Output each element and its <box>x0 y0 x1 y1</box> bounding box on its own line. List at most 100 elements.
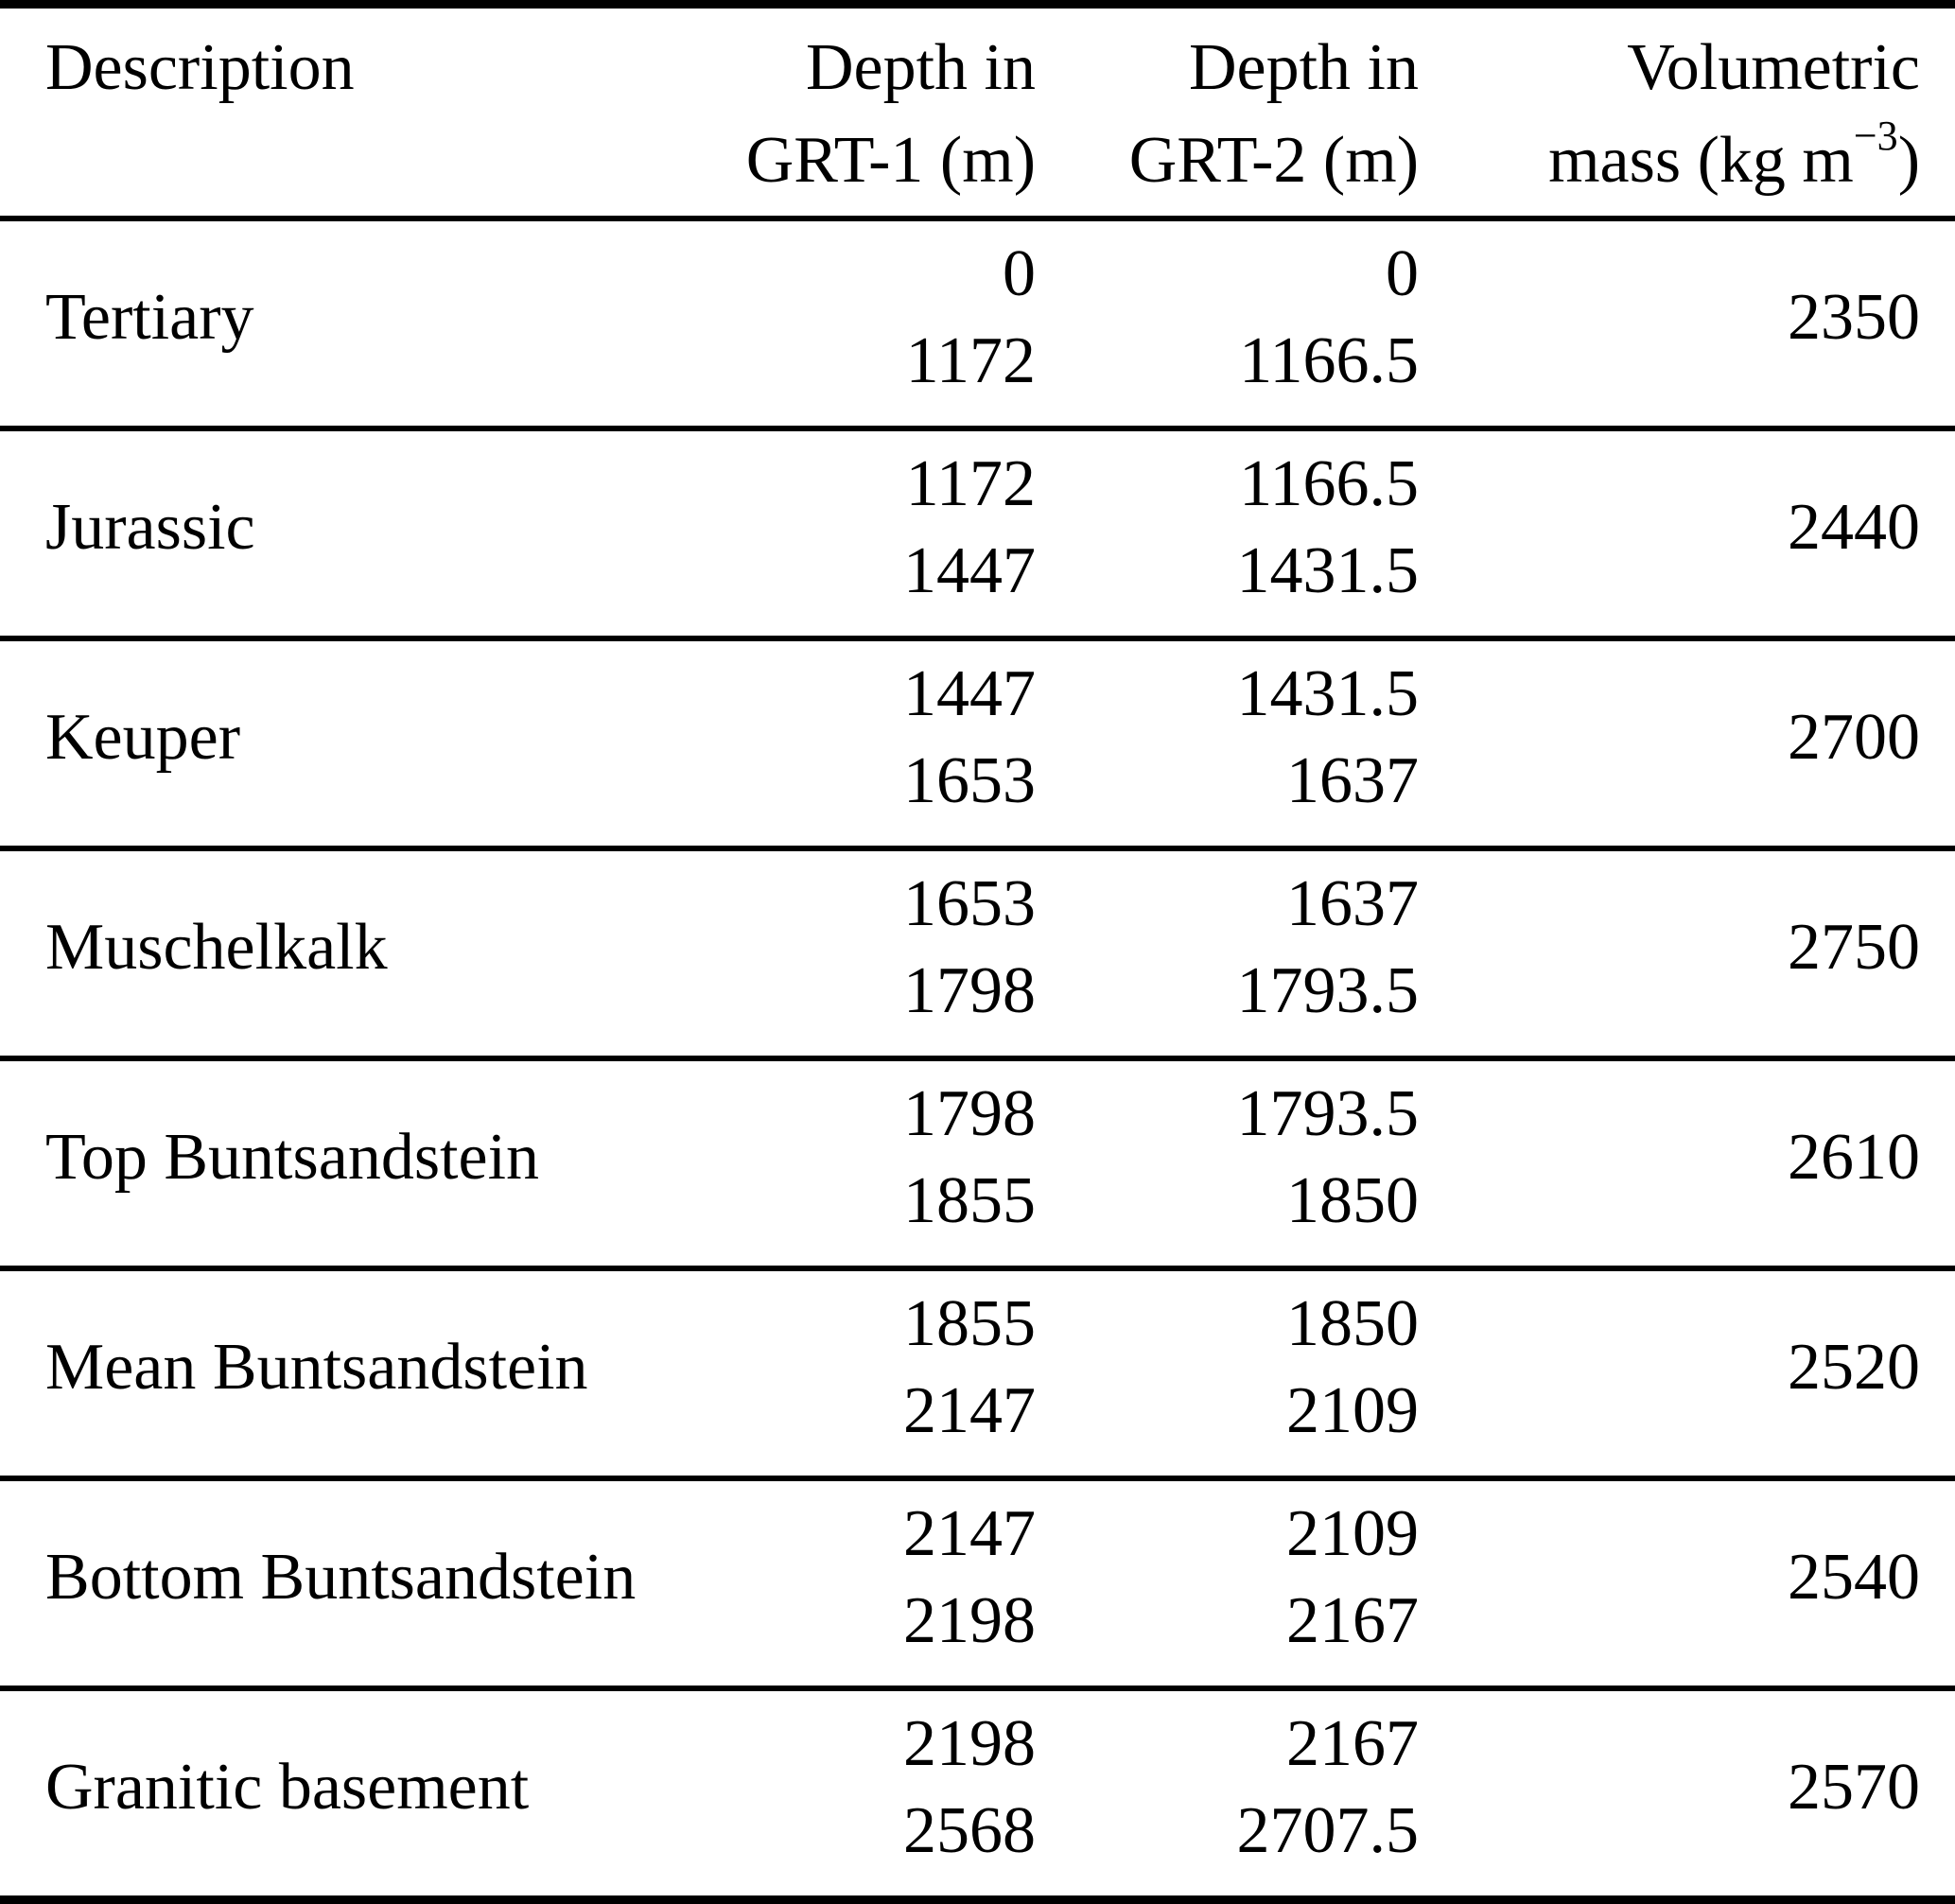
table-row: Bottom Buntsandstein 2147 2198 2109 2167 2540 <box>0 1481 1955 1691</box>
grt1-depth-top: 1653 <box>903 867 1036 940</box>
grt2-depth-bottom: 2109 <box>1286 1374 1419 1447</box>
column-header-grt1-line1: Depth in <box>805 31 1036 104</box>
grt1-depth-top: 1855 <box>903 1287 1036 1360</box>
column-header-description: Description <box>0 9 643 216</box>
table-body: Tertiary 0 1172 0 1166.5 2350 Jurassic 1172 1447… <box>0 221 1955 1895</box>
mass-cell: 2610 <box>1419 1061 1955 1266</box>
table-row: Keuper 1447 1653 1431.5 1637 2700 <box>0 641 1955 851</box>
mass-value: 2610 <box>1788 1121 1920 1194</box>
grt2-depth-bottom: 1166.5 <box>1239 324 1419 397</box>
grt2-depth-cell: 2167 2707.5 <box>1036 1691 1420 1895</box>
grt2-depth-bottom: 2707.5 <box>1236 1794 1420 1867</box>
grt2-depth-bottom: 1637 <box>1286 744 1419 817</box>
grt2-depth-top: 1850 <box>1286 1287 1419 1360</box>
grt1-depth-cell: 1855 2147 <box>643 1271 1036 1476</box>
table-row: Mean Buntsandstein 1855 2147 1850 2109 2520 <box>0 1271 1955 1481</box>
table-row: Muschelkalk 1653 1798 1637 1793.5 2750 <box>0 851 1955 1061</box>
grt2-depth-bottom: 2167 <box>1286 1584 1419 1657</box>
grt1-depth-bottom: 1172 <box>905 324 1036 397</box>
row-description-cell: Tertiary <box>0 221 643 426</box>
row-description-cell: Top Buntsandstein <box>0 1061 643 1266</box>
grt1-depth-cell: 1653 1798 <box>643 851 1036 1056</box>
row-description-cell: Muschelkalk <box>0 851 643 1056</box>
grt2-depth-top: 1166.5 <box>1239 447 1419 520</box>
row-description-cell: Granitic basement <box>0 1691 643 1895</box>
mass-value: 2350 <box>1788 281 1920 354</box>
grt2-depth-bottom: 1850 <box>1286 1164 1419 1237</box>
mass-value: 2700 <box>1788 701 1920 774</box>
stratum-label: Tertiary <box>45 281 254 354</box>
grt1-depth-top: 2198 <box>903 1707 1036 1780</box>
column-header-grt2-line1: Depth in <box>1188 31 1419 104</box>
grt2-depth-cell: 1793.5 1850 <box>1036 1061 1420 1266</box>
grt1-depth-cell: 1798 1855 <box>643 1061 1036 1266</box>
stratum-label: Muschelkalk <box>45 911 388 984</box>
grt1-depth-top: 1172 <box>905 447 1036 520</box>
grt2-depth-top: 1431.5 <box>1236 657 1420 730</box>
mass-value: 2750 <box>1788 911 1920 984</box>
grt2-depth-bottom: 1793.5 <box>1236 954 1420 1027</box>
table-row: Top Buntsandstein 1798 1855 1793.5 1850 2610 <box>0 1061 1955 1271</box>
table-row: Granitic basement 2198 2568 2167 2707.5 2570 <box>0 1691 1955 1895</box>
column-header-grt2-depth: Depth in GRT-2 (m) <box>1036 9 1419 216</box>
grt1-depth-cell: 1447 1653 <box>643 641 1036 846</box>
mass-cell: 2540 <box>1419 1481 1955 1686</box>
grt1-depth-cell: 2198 2568 <box>643 1691 1036 1895</box>
grt2-depth-top: 1637 <box>1286 867 1419 940</box>
grt2-depth-top: 1793.5 <box>1236 1077 1420 1150</box>
column-header-mass-line2: mass (kg m−3) <box>1548 114 1920 207</box>
grt1-depth-top: 1798 <box>903 1077 1036 1150</box>
grt2-depth-cell: 1431.5 1637 <box>1036 641 1420 846</box>
stratum-label: Bottom Buntsandstein <box>45 1541 637 1614</box>
mass-unit-prefix: mass (kg m <box>1548 124 1854 197</box>
mass-value: 2440 <box>1788 491 1920 564</box>
grt1-depth-bottom: 2147 <box>903 1374 1036 1447</box>
mass-value: 2570 <box>1788 1751 1920 1824</box>
stratum-label: Top Buntsandstein <box>45 1121 540 1194</box>
grt1-depth-bottom: 1855 <box>903 1164 1036 1237</box>
grt2-depth-bottom: 1431.5 <box>1236 534 1420 607</box>
grt1-depth-cell: 1172 1447 <box>643 431 1036 636</box>
mass-cell: 2570 <box>1419 1691 1955 1895</box>
mass-value: 2520 <box>1788 1331 1920 1404</box>
grt2-depth-cell: 1637 1793.5 <box>1036 851 1420 1056</box>
mass-cell: 2750 <box>1419 851 1955 1056</box>
grt1-depth-top: 2147 <box>903 1497 1036 1570</box>
grt2-depth-cell: 1850 2109 <box>1036 1271 1419 1476</box>
grt2-depth-top: 0 <box>1386 237 1419 310</box>
grt2-depth-cell: 1166.5 1431.5 <box>1036 431 1420 636</box>
column-header-description-label: Description <box>45 31 355 104</box>
grt1-depth-bottom: 1653 <box>903 744 1036 817</box>
row-description-cell: Mean Buntsandstein <box>0 1271 643 1476</box>
table-header-row: Description Depth in GRT-1 (m) Depth in … <box>0 9 1955 221</box>
grt2-depth-cell: 0 1166.5 <box>1036 221 1419 426</box>
grt1-depth-bottom: 1447 <box>903 534 1036 607</box>
column-header-grt1-depth: Depth in GRT-1 (m) <box>643 9 1036 216</box>
table-row: Tertiary 0 1172 0 1166.5 2350 <box>0 221 1955 431</box>
mass-cell: 2350 <box>1419 221 1955 426</box>
column-header-volumetric-mass: Volumetric mass (kg m−3) <box>1419 9 1955 216</box>
grt1-depth-cell: 0 1172 <box>643 221 1036 426</box>
column-header-grt2-line2: GRT-2 (m) <box>1128 124 1419 197</box>
mass-cell: 2700 <box>1419 641 1955 846</box>
mass-unit-exponent: −3 <box>1853 113 1898 159</box>
grt1-depth-bottom: 1798 <box>903 954 1036 1027</box>
column-header-mass-line1: Volumetric <box>1627 31 1920 104</box>
table-row: Jurassic 1172 1447 1166.5 1431.5 2440 <box>0 431 1955 641</box>
row-description-cell: Keuper <box>0 641 643 846</box>
grt2-depth-top: 2109 <box>1286 1497 1419 1570</box>
grt1-depth-top: 1447 <box>903 657 1036 730</box>
mass-cell: 2440 <box>1419 431 1955 636</box>
row-description-cell: Bottom Buntsandstein <box>0 1481 643 1686</box>
grt2-depth-top: 2167 <box>1286 1707 1419 1780</box>
grt1-depth-cell: 2147 2198 <box>643 1481 1036 1686</box>
stratum-label: Granitic basement <box>45 1751 530 1824</box>
mass-unit-suffix: ) <box>1897 124 1920 197</box>
mass-value: 2540 <box>1788 1541 1920 1614</box>
grt2-depth-cell: 2109 2167 <box>1036 1481 1419 1686</box>
stratum-label: Jurassic <box>45 491 255 564</box>
grt1-depth-bottom: 2198 <box>903 1584 1036 1657</box>
row-description-cell: Jurassic <box>0 431 643 636</box>
stratum-label: Keuper <box>45 701 241 774</box>
